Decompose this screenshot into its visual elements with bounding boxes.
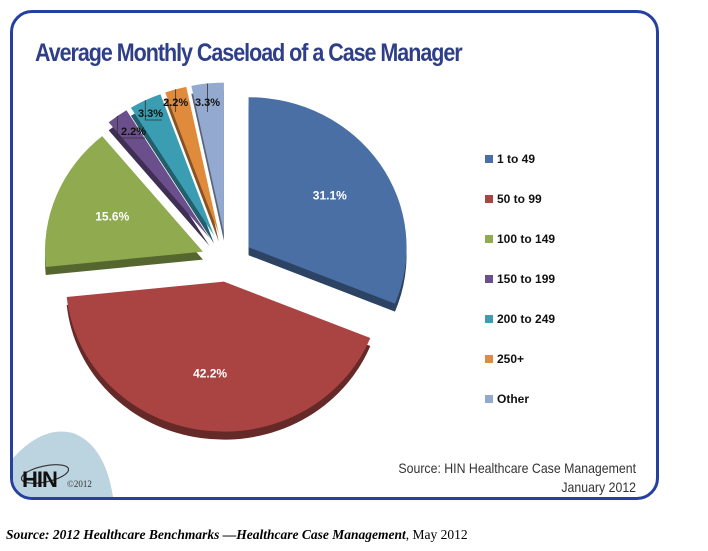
caption-italic: Source: 2012 Healthcare Benchmarks —Heal…: [6, 527, 406, 542]
data-label-group-5: 2.2%: [163, 89, 188, 112]
logo-background: HIN ©2012: [13, 431, 113, 497]
leader-line-3: [116, 116, 145, 139]
legend-swatch: [485, 235, 493, 243]
figure-caption: Source: 2012 Healthcare Benchmarks —Heal…: [6, 527, 468, 543]
data-label-5: 2.2%: [163, 97, 188, 109]
pie-slice-200-to-249: [130, 94, 214, 236]
data-label-group-4: 3.3%: [138, 100, 163, 121]
pie-slice-1-to-49: [248, 97, 407, 304]
chart-title: Average Monthly Caseload of a Case Manag…: [35, 39, 463, 67]
pie-slice-250-: [165, 86, 219, 234]
legend-swatch: [485, 315, 493, 323]
pie-slice-50-to-99: [66, 281, 371, 432]
legend-swatch: [485, 155, 493, 163]
pie-chart: 31.1%42.2%15.6%2.2%3.3%2.2% 3.3%: [44, 82, 407, 440]
source-note: Source: HIN Healthcare Case Management J…: [398, 459, 636, 497]
source-note-line1: Source: HIN Healthcare Case Management: [398, 460, 636, 476]
legend-label: 100 to 149: [497, 232, 556, 246]
legend-label: 150 to 199: [497, 272, 556, 286]
legend-label: 200 to 249: [497, 312, 556, 326]
data-label-1: 42.2%: [193, 367, 227, 381]
pie-slice-other: [191, 82, 224, 233]
source-note-line2: January 2012: [561, 479, 636, 495]
pie-slice-100-to-149: [44, 136, 203, 267]
leader-line-4: [144, 100, 162, 121]
legend-label: Other: [497, 392, 530, 406]
pie-slice-depth-5: [165, 94, 219, 242]
logo-orbit-icon: [20, 464, 70, 484]
hin-logo: HIN ©2012: [20, 464, 92, 492]
legend-label: 50 to 99: [497, 192, 542, 206]
legend-swatch: [485, 275, 493, 283]
legend-item: 50 to 99: [485, 191, 542, 207]
logo-swoosh: [13, 431, 113, 497]
data-label-2: 15.6%: [95, 209, 129, 223]
legend-item: 1 to 49: [485, 151, 535, 167]
data-label-group-6: 3.3%: [195, 83, 220, 112]
data-label-3: 2.2%: [121, 126, 146, 138]
legend-item: 100 to 149: [485, 231, 555, 247]
pie-slice-150-to-199: [108, 110, 210, 238]
data-label-group-3: 2.2%: [116, 116, 146, 139]
logo-text: HIN: [22, 467, 57, 492]
legend-swatch: [485, 355, 493, 363]
legend-item: 150 to 199: [485, 271, 555, 287]
legend-label: 250+: [497, 352, 525, 366]
legend-item: Other: [485, 391, 529, 407]
chart-frame: HIN ©2012 Average Monthly Caseload of a …: [10, 10, 659, 500]
legend-label: 1 to 49: [497, 152, 536, 166]
data-label-0: 31.1%: [313, 188, 347, 202]
caption-plain: , May 2012: [405, 527, 468, 542]
legend-item: 200 to 249: [485, 311, 555, 327]
legend-item: 250+: [485, 351, 524, 367]
logo-copyright: ©2012: [67, 479, 92, 489]
data-label-4: 3.3%: [138, 108, 163, 120]
pie-top-layer: 31.1%42.2%15.6%2.2%3.3%2.2% 3.3%: [44, 82, 407, 432]
legend-swatch: [485, 195, 493, 203]
data-label-6: 3.3%: [195, 97, 220, 109]
legend-swatch: [485, 395, 493, 403]
